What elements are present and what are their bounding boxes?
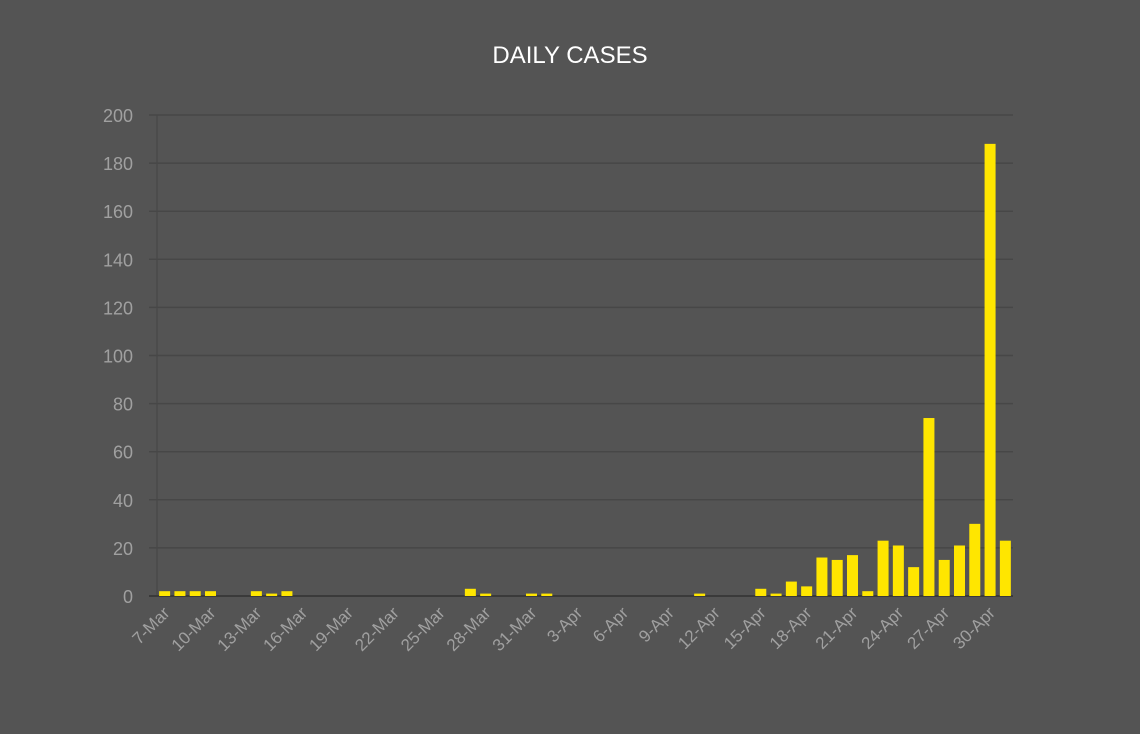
bar-31-Mar: [526, 593, 537, 596]
y-tick-label: 160: [103, 202, 133, 222]
x-tick-label: 18-Apr: [766, 603, 816, 653]
bar-8-Mar: [174, 591, 186, 596]
y-tick-label: 0: [123, 587, 133, 607]
bar-15-Mar: [281, 591, 293, 596]
bar-29-Apr: [969, 523, 981, 596]
x-tick-label: 28-Mar: [443, 603, 495, 655]
y-tick-label: 20: [113, 539, 133, 559]
y-tick-label: 100: [103, 347, 133, 367]
x-tick-label: 21-Apr: [812, 603, 862, 653]
x-tick-label: 6-Apr: [589, 603, 632, 646]
bar-30-Apr: [984, 143, 996, 597]
bar-23-Apr: [877, 540, 889, 596]
bar-20-Apr: [831, 559, 843, 596]
x-tick-label: 22-Mar: [351, 603, 403, 655]
x-tick-label: 31-Mar: [489, 603, 541, 655]
x-tick-label: 12-Apr: [674, 603, 724, 653]
bar-17-Apr: [785, 581, 797, 596]
bar-27-Apr: [938, 559, 950, 596]
bar-11-Apr: [694, 593, 706, 596]
y-tick-label: 40: [113, 491, 133, 511]
bar-18-Apr: [801, 586, 813, 596]
bar-27-Mar: [464, 588, 476, 596]
x-tick-label: 3-Apr: [543, 603, 586, 646]
bar-25-Apr: [908, 567, 920, 596]
y-tick-label: 80: [113, 395, 133, 415]
y-tick-label: 180: [103, 154, 133, 174]
bar-1-May: [999, 540, 1011, 596]
bar-28-Apr: [954, 545, 965, 596]
bar-21-Apr: [847, 555, 858, 596]
y-tick-label: 60: [113, 443, 133, 463]
bar-9-Mar: [189, 591, 201, 596]
x-tick-label: 30-Apr: [949, 603, 999, 653]
bar-28-Mar: [480, 593, 492, 596]
x-tick-label: 25-Mar: [397, 603, 449, 655]
x-tick-label: 13-Mar: [214, 603, 266, 655]
bar-7-Mar: [159, 591, 171, 596]
y-tick-label: 200: [103, 106, 133, 126]
bar-13-Mar: [250, 591, 262, 596]
x-tick-label: 24-Apr: [858, 603, 908, 653]
bar-19-Apr: [816, 557, 828, 596]
x-tick-label: 10-Mar: [168, 603, 220, 655]
chart-title: DAILY CASES: [492, 42, 648, 69]
x-tick-label: 19-Mar: [305, 603, 357, 655]
y-tick-label: 140: [103, 250, 133, 270]
bar-14-Mar: [266, 593, 278, 596]
bar-15-Apr: [755, 588, 767, 596]
bar-16-Apr: [770, 593, 782, 596]
x-tick-label: 9-Apr: [635, 603, 678, 646]
x-tick-label: 15-Apr: [720, 603, 770, 653]
y-tick-label: 120: [103, 298, 133, 318]
bar-24-Apr: [892, 545, 904, 596]
bar-22-Apr: [862, 591, 874, 596]
bar-1-Apr: [541, 593, 553, 596]
bar-26-Apr: [923, 418, 935, 596]
bar-10-Mar: [205, 591, 216, 596]
x-tick-label: 27-Apr: [904, 603, 954, 653]
x-tick-label: 16-Mar: [260, 603, 312, 655]
